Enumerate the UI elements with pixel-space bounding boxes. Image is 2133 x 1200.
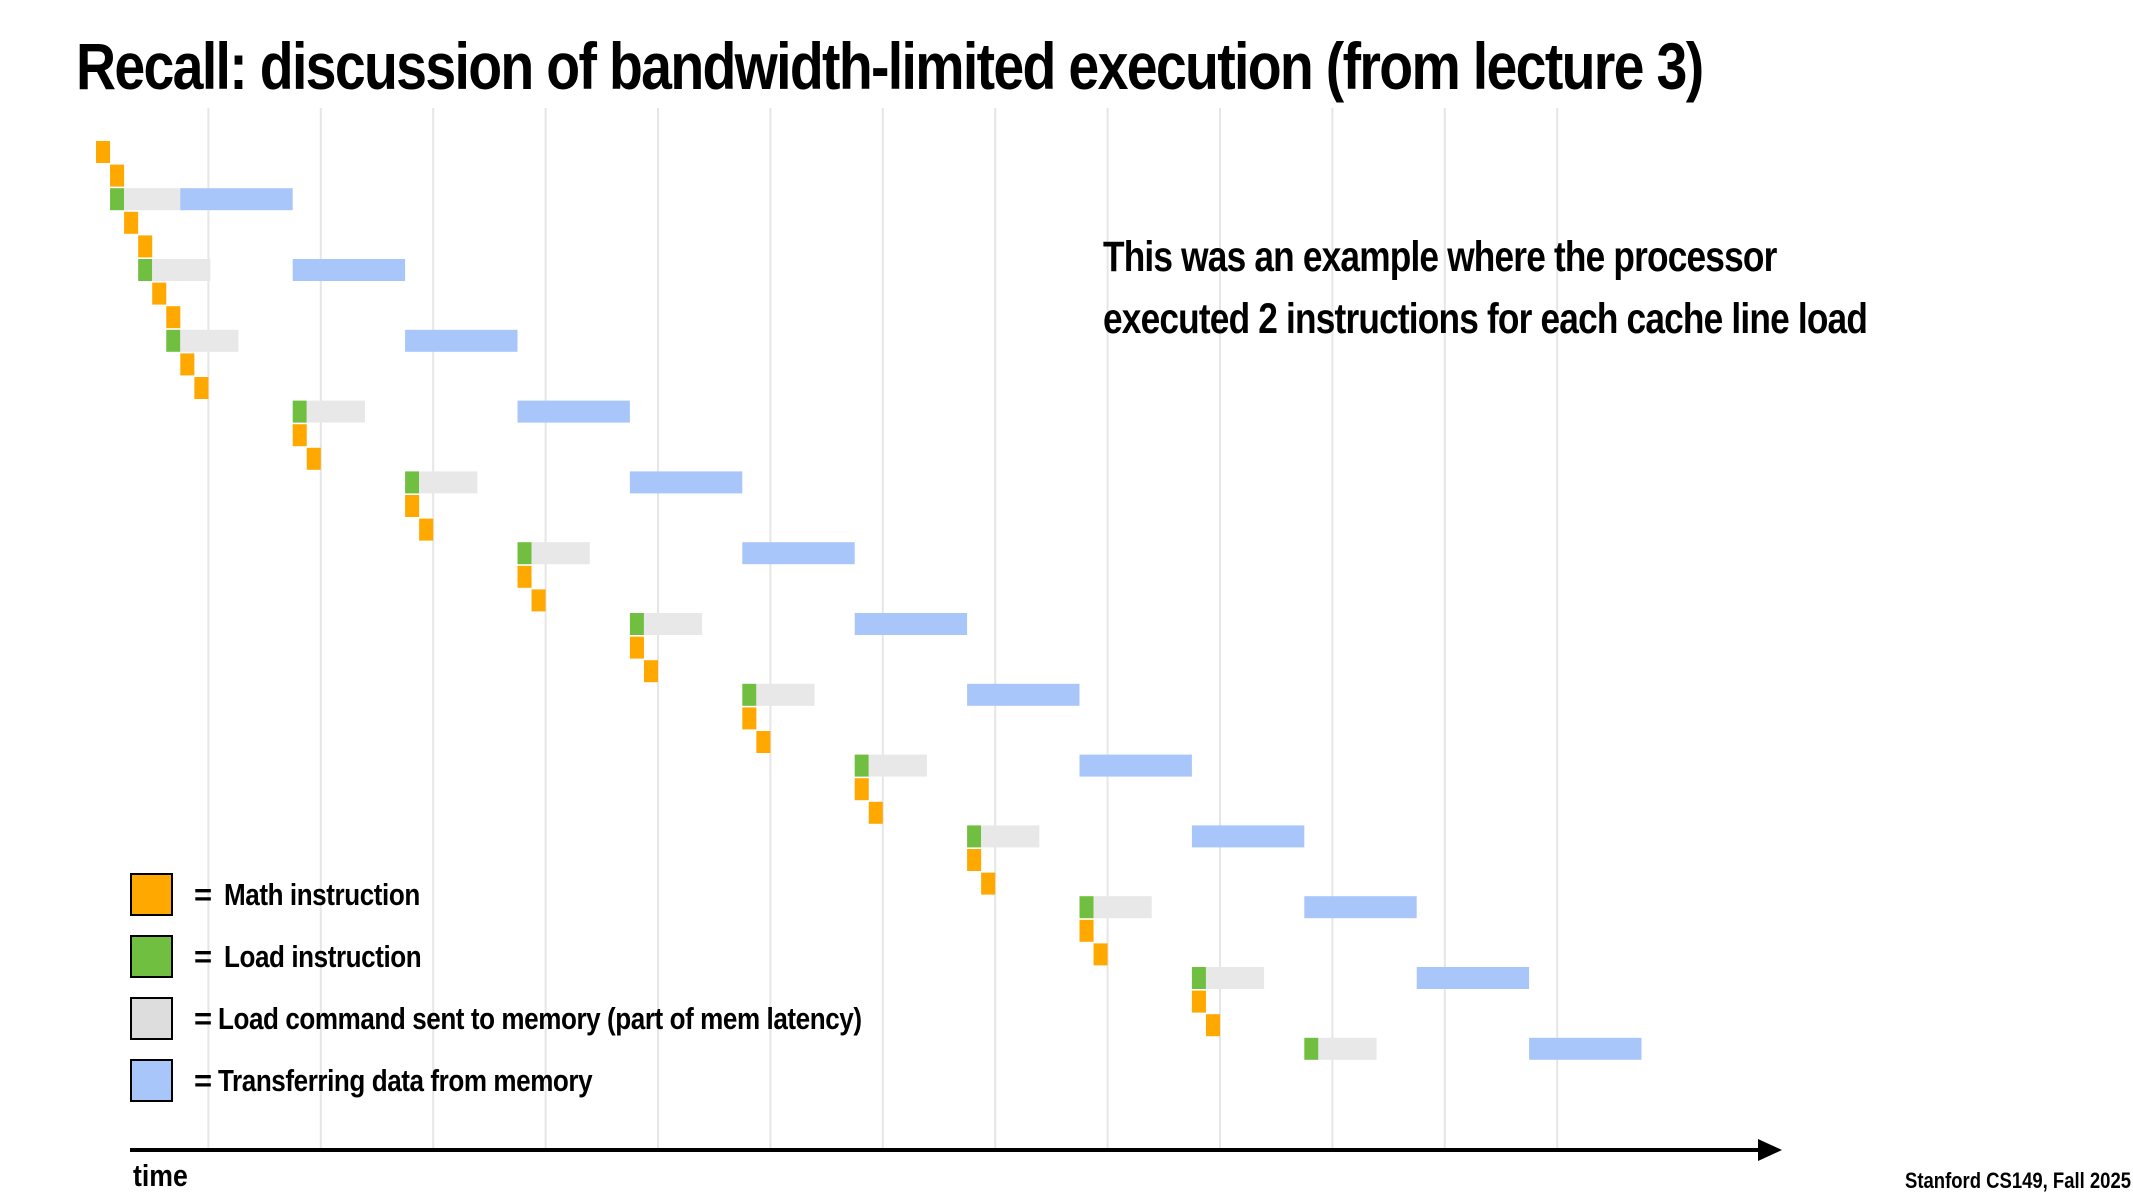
math-instruction-block: [756, 731, 771, 753]
legend-swatch-command: [130, 997, 173, 1040]
math-instruction-block: [967, 849, 982, 871]
math-instruction-block: [152, 282, 167, 305]
legend-equals: =: [194, 939, 213, 974]
math-instruction-block: [138, 235, 153, 258]
memory-transfer-block: [1079, 754, 1192, 777]
math-instruction-block: [868, 801, 883, 824]
callout-text: This was an example where the processor …: [1103, 226, 1868, 350]
memory-command-block: [306, 400, 365, 423]
memory-transfer-block: [180, 188, 293, 211]
time-axis-arrowhead: [1758, 1139, 1782, 1161]
math-instruction-block: [419, 518, 434, 541]
instruction-rows: [96, 141, 1642, 1060]
memory-command-block: [643, 613, 703, 635]
load-instruction-block: [854, 754, 869, 777]
load-instruction-block: [517, 542, 532, 565]
math-instruction-block: [854, 778, 869, 801]
time-axis-label: time: [133, 1158, 188, 1193]
memory-transfer-block: [1529, 1037, 1642, 1060]
math-instruction-block: [405, 495, 420, 517]
legend-label-load: Load instruction: [224, 939, 422, 974]
memory-command-block: [152, 259, 211, 281]
math-instruction-block: [194, 377, 209, 399]
math-instruction-block: [643, 660, 658, 683]
legend-swatch-math: [130, 873, 173, 916]
load-instruction-block: [110, 188, 125, 211]
legend-label-command: Load command sent to memory (part of mem…: [218, 1001, 862, 1036]
load-instruction-block: [166, 329, 181, 352]
memory-transfer-block: [405, 329, 518, 352]
memory-command-block: [419, 471, 478, 494]
time-axis: [130, 1139, 1782, 1161]
memory-command-block: [1205, 967, 1265, 989]
memory-transfer-block: [517, 400, 630, 423]
memory-command-block: [1093, 896, 1152, 919]
load-instruction-block: [405, 471, 420, 494]
memory-command-block: [180, 329, 239, 352]
math-instruction-block: [517, 565, 532, 588]
load-instruction-block: [1191, 967, 1206, 989]
math-instruction-block: [1079, 919, 1094, 942]
math-instruction-block: [981, 872, 996, 895]
legend-label-transfer: Transferring data from memory: [218, 1063, 593, 1098]
math-instruction-block: [531, 589, 546, 612]
memory-transfer-block: [1304, 896, 1417, 919]
math-instruction-block: [1205, 1014, 1220, 1037]
memory-transfer-block: [854, 613, 968, 635]
legend-equals: =: [194, 1001, 213, 1036]
callout-line-2: executed 2 instructions for each cache l…: [1103, 295, 1868, 343]
math-instruction-block: [124, 211, 139, 234]
memory-transfer-block: [1416, 967, 1530, 989]
load-instruction-block: [629, 613, 644, 635]
legend-equals: =: [194, 877, 213, 912]
math-instruction-block: [1191, 990, 1206, 1013]
memory-transfer-block: [629, 471, 743, 494]
math-instruction-block: [166, 306, 181, 329]
memory-command-block: [124, 188, 183, 211]
legend-label-math: Math instruction: [224, 877, 420, 912]
math-instruction-block: [180, 353, 195, 376]
load-instruction-block: [967, 825, 982, 848]
math-instruction-block: [629, 636, 644, 659]
callout-line-1: This was an example where the processor: [1103, 233, 1777, 281]
math-instruction-block: [96, 141, 111, 163]
load-instruction-block: [742, 683, 757, 706]
memory-transfer-block: [742, 542, 855, 565]
course-footer: Stanford CS149, Fall 2025: [1905, 1168, 2131, 1193]
legend-equals: =: [194, 1063, 213, 1098]
memory-command-block: [981, 825, 1040, 848]
math-instruction-block: [1093, 943, 1108, 966]
memory-command-block: [756, 683, 815, 706]
memory-transfer-block: [1191, 825, 1305, 848]
legend-swatch-load: [130, 935, 173, 978]
slide-title: Recall: discussion of bandwidth-limited …: [76, 29, 1704, 103]
memory-command-block: [531, 542, 590, 565]
load-instruction-block: [138, 259, 153, 281]
memory-command-block: [1318, 1037, 1377, 1060]
memory-transfer-block: [292, 259, 406, 281]
legend-swatch-transfer: [130, 1059, 173, 1102]
memory-transfer-block: [967, 683, 1080, 706]
load-instruction-block: [1304, 1037, 1319, 1060]
load-instruction-block: [1079, 896, 1094, 919]
memory-command-block: [868, 754, 927, 777]
math-instruction-block: [110, 164, 125, 187]
math-instruction-block: [306, 447, 321, 470]
load-instruction-block: [292, 400, 307, 423]
math-instruction-block: [742, 707, 757, 730]
math-instruction-block: [292, 424, 307, 447]
